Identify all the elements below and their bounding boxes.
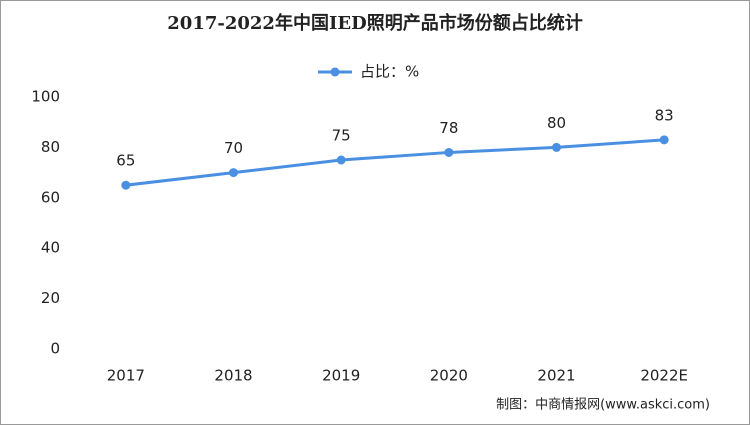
data-label: 75	[332, 127, 351, 145]
source-note: 制图：中商情报网(www.askci.com)	[496, 398, 710, 413]
y-tick-label: 0	[50, 340, 60, 358]
legend-label: 占比：%	[360, 63, 419, 81]
data-label: 70	[224, 139, 243, 157]
x-tick-label: 2022E	[640, 367, 688, 385]
point	[552, 142, 561, 152]
x-tick-label: 2020	[430, 367, 468, 385]
legend-marker	[330, 67, 340, 77]
x-tick-label: 2017	[107, 367, 145, 385]
data-label: 80	[547, 114, 566, 132]
x-tick-label: 2019	[322, 367, 360, 385]
y-tick-label: 80	[41, 138, 60, 156]
data-label: 65	[116, 152, 135, 170]
series-line	[125, 138, 665, 187]
point	[336, 155, 346, 165]
point	[121, 180, 131, 190]
data-label: 78	[439, 119, 458, 137]
x-tick-label: 2021	[537, 367, 575, 385]
y-tick-label: 20	[41, 289, 60, 307]
y-tick-label: 100	[31, 88, 60, 106]
y-tick-label: 60	[41, 188, 60, 206]
data-label: 83	[655, 106, 674, 124]
point	[229, 168, 238, 178]
point	[659, 135, 669, 145]
y-tick-label: 40	[41, 239, 60, 257]
point	[444, 147, 454, 157]
chart-title: 2017-2022年中国IED照明产品市场份额占比统计	[167, 12, 582, 34]
x-tick-label: 2018	[214, 367, 252, 385]
